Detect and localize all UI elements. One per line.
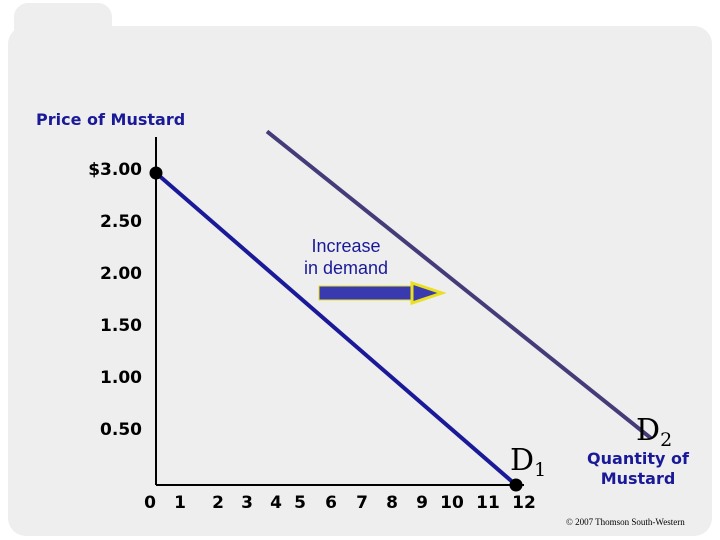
curve-label-d2: D2 (636, 413, 672, 451)
y-tick-label: 1.50 (100, 316, 142, 336)
x-tick-label: 3 (241, 493, 253, 513)
demand-curves: D1 D2 (149, 129, 672, 492)
x-tick-labels: 0 1 2 3 4 5 6 7 8 9 10 11 12 (144, 493, 536, 513)
x-tick-label: 0 (144, 493, 156, 513)
demand-curve-d2 (265, 129, 653, 440)
x-axis-title: Quantity of Mustard (587, 449, 689, 488)
x-tick-label: 11 (476, 493, 500, 513)
y-axis-title: Price of Mustard (36, 110, 186, 129)
x-tick-label: 5 (294, 493, 306, 513)
copyright-notice: © 2007 Thomson South-Western (566, 517, 685, 527)
x-tick-label: 7 (356, 493, 368, 513)
curve-endpoint-marker (509, 478, 523, 492)
x-tick-label: 12 (512, 493, 536, 513)
slide-background (8, 26, 712, 536)
axes (155, 137, 524, 486)
y-tick-label: 2.50 (100, 212, 142, 232)
x-tick-label: 8 (386, 493, 398, 513)
curve-endpoint-marker (149, 166, 163, 180)
x-tick-label: 2 (212, 493, 224, 513)
x-tick-label: 1 (174, 493, 186, 513)
x-tick-label: 9 (416, 493, 428, 513)
curve-label-d1: D1 (510, 443, 546, 481)
x-tick-label: 10 (440, 493, 464, 513)
increase-annotation: Increase in demand (280, 235, 412, 279)
x-tick-label: 6 (325, 493, 337, 513)
y-tick-label: $3.00 (88, 160, 142, 180)
y-tick-label: 2.00 (100, 264, 142, 284)
demand-curve-d1 (154, 171, 518, 487)
y-tick-labels: $3.00 2.50 2.00 1.50 1.00 0.50 (88, 160, 142, 440)
annotation-line-1: Increase (311, 236, 381, 256)
increase-arrow (318, 280, 447, 306)
x-tick-label: 4 (270, 493, 282, 513)
shift-arrow-head (410, 280, 447, 306)
y-tick-label: 0.50 (100, 420, 142, 440)
y-tick-label: 1.00 (100, 368, 142, 388)
annotation-line-2: in demand (303, 258, 389, 278)
